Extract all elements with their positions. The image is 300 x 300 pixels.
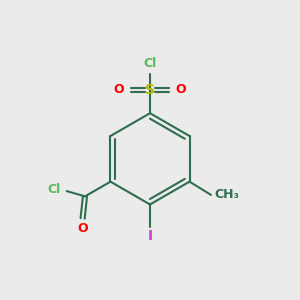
Text: S: S xyxy=(145,82,155,97)
Text: Cl: Cl xyxy=(143,57,157,70)
Text: I: I xyxy=(147,230,153,244)
Text: O: O xyxy=(114,83,124,96)
Text: O: O xyxy=(176,83,186,96)
Text: O: O xyxy=(77,222,88,235)
Text: Cl: Cl xyxy=(48,183,61,196)
Text: CH₃: CH₃ xyxy=(214,188,239,201)
